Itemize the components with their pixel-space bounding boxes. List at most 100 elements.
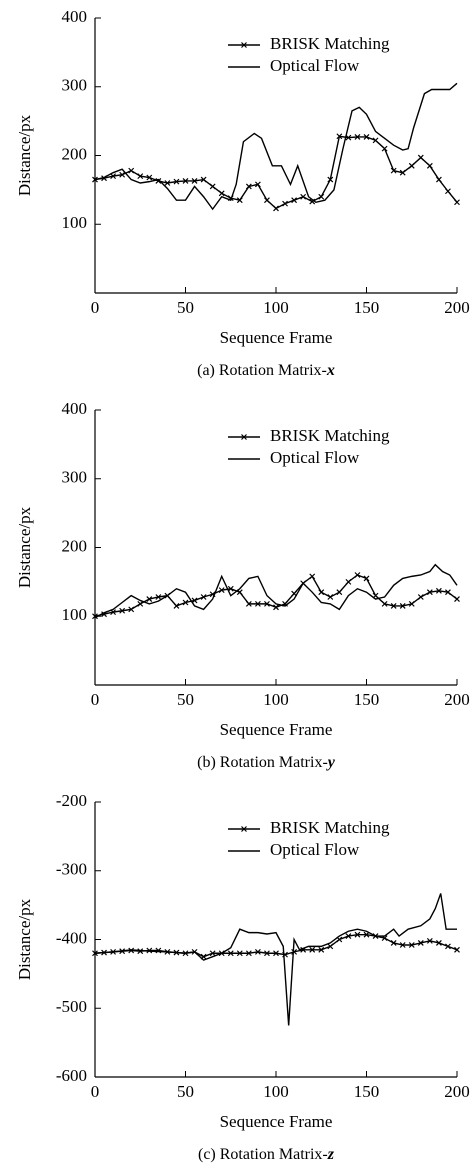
marker	[273, 205, 279, 212]
marker	[408, 600, 415, 607]
marker	[128, 167, 135, 174]
x-tick-label: 100	[263, 298, 289, 317]
marker	[119, 171, 126, 178]
marker	[318, 589, 325, 596]
marker	[381, 600, 388, 607]
y-tick-label: 400	[62, 399, 88, 418]
y-axis-label: Distance/px	[15, 506, 34, 588]
legend-label: BRISK Matching	[270, 426, 390, 445]
marker	[327, 176, 334, 183]
caption: (c) Rotation Matrix-z	[198, 1146, 335, 1163]
marker	[354, 931, 361, 938]
x-tick-label: 150	[354, 1082, 380, 1101]
marker	[200, 176, 207, 183]
marker	[227, 950, 234, 957]
marker	[318, 946, 325, 953]
legend-label: Optical Flow	[270, 448, 360, 467]
marker	[426, 589, 433, 596]
marker	[236, 950, 243, 957]
marker	[435, 587, 442, 594]
x-tick-label: 150	[354, 690, 380, 709]
marker	[291, 948, 298, 955]
marker	[146, 596, 153, 602]
legend-marker	[241, 42, 247, 48]
marker	[390, 940, 397, 946]
x-tick-label: 200	[444, 690, 470, 709]
y-tick-label: -200	[56, 791, 87, 810]
y-axis-label: Distance/px	[15, 114, 34, 196]
caption: (a) Rotation Matrix-x	[197, 362, 335, 379]
x-axis-label: Sequence Frame	[220, 1112, 333, 1131]
x-tick-label: 50	[177, 298, 194, 317]
marker	[354, 572, 361, 578]
y-tick-label: -600	[56, 1066, 87, 1085]
marker	[254, 181, 261, 188]
marker	[182, 599, 189, 606]
marker	[309, 573, 316, 580]
x-tick-label: 0	[91, 298, 100, 317]
marker	[390, 603, 397, 609]
marker	[282, 200, 288, 207]
marker	[254, 948, 261, 955]
x-axis-label: Sequence Frame	[220, 720, 333, 739]
marker	[128, 606, 135, 613]
marker	[218, 190, 225, 197]
x-tick-label: 50	[177, 1082, 194, 1101]
series-line	[94, 82, 458, 211]
marker	[92, 176, 98, 183]
y-tick-label: 200	[62, 536, 88, 555]
x-tick-label: 100	[263, 1082, 289, 1101]
marker	[146, 174, 153, 181]
marker	[273, 604, 279, 611]
marker	[408, 942, 415, 948]
marker	[137, 600, 144, 607]
marker	[218, 587, 225, 594]
y-tick-label: 100	[62, 213, 88, 232]
marker	[264, 950, 270, 957]
x-tick-label: 200	[444, 298, 470, 317]
marker	[191, 597, 198, 604]
x-tick-label: 100	[263, 690, 289, 709]
marker	[327, 943, 334, 950]
marker	[245, 600, 252, 607]
marker	[209, 183, 216, 190]
legend-marker	[241, 434, 247, 440]
x-tick-label: 0	[91, 1082, 100, 1101]
marker	[137, 173, 144, 180]
marker	[399, 603, 406, 609]
marker	[236, 197, 243, 204]
marker	[408, 162, 415, 169]
marker	[381, 145, 388, 152]
marker	[454, 946, 460, 953]
marker	[435, 940, 442, 946]
marker	[92, 613, 98, 620]
legend-marker	[241, 826, 247, 832]
marker	[119, 607, 126, 614]
marker	[372, 137, 379, 144]
caption-variable: x	[326, 362, 335, 379]
marker	[445, 943, 451, 950]
caption-text: (c) Rotation Matrix-	[198, 1146, 328, 1163]
marker	[345, 578, 352, 585]
marker	[445, 188, 451, 195]
marker	[454, 596, 460, 602]
marker	[454, 199, 460, 206]
y-tick-label: 400	[62, 7, 88, 26]
caption-text: (a) Rotation Matrix-	[197, 362, 327, 379]
marker	[264, 600, 270, 607]
legend-label: BRISK Matching	[270, 818, 390, 837]
caption: (b) Rotation Matrix-y	[197, 754, 336, 771]
marker	[399, 169, 406, 176]
marker	[336, 589, 343, 596]
x-tick-label: 0	[91, 690, 100, 709]
marker	[245, 950, 252, 957]
caption-variable: z	[327, 1146, 335, 1163]
marker	[336, 133, 343, 140]
marker	[200, 594, 207, 600]
marker	[164, 180, 171, 186]
marker	[345, 933, 352, 939]
marker	[264, 197, 270, 204]
marker	[445, 589, 451, 596]
y-tick-label: 200	[62, 144, 88, 163]
marker	[155, 594, 162, 600]
